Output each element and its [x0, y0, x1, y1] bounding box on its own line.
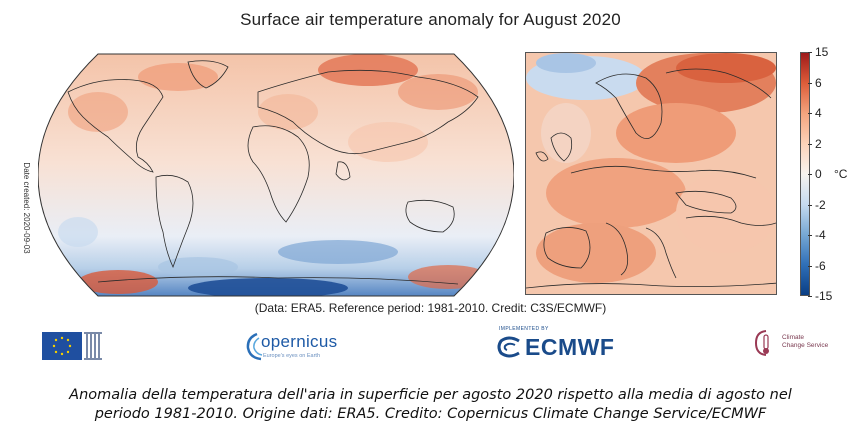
colorbar-unit-label: °C — [834, 167, 848, 181]
map-title: Surface air temperature anomaly for Augu… — [240, 10, 621, 29]
date-created-label: Date created: 2020-09-03 — [22, 162, 31, 254]
colorbar-tick-mark — [808, 52, 812, 53]
colorbar-tick-label: 15 — [815, 45, 829, 59]
colorbar-tick-label: 6 — [815, 76, 822, 90]
copernicus-arc-icon — [246, 332, 262, 361]
copernicus-wordmark: opernicus — [261, 332, 338, 351]
colorbar-tick-label: -2 — [815, 198, 826, 212]
data-credit-line: (Data: ERA5. Reference period: 1981-2010… — [254, 301, 607, 315]
colorbar-tick-mark — [808, 144, 812, 145]
caption-line-1: Anomalia della temperatura dell'aria in … — [69, 387, 792, 403]
colorbar-tick-mark — [808, 83, 812, 84]
colorbar-tick-mark — [808, 296, 812, 297]
italian-caption: Anomalia della temperatura dell'aria in … — [0, 386, 861, 424]
europe-anomaly-map — [525, 52, 777, 295]
colorbar-tick-mark — [808, 113, 812, 114]
colorbar-tick-mark — [808, 174, 812, 175]
c3s-thermometer-icon — [754, 330, 769, 356]
colorbar-tick-label: 0 — [815, 167, 822, 181]
colorbar-tick-label: -4 — [815, 228, 826, 242]
c3s-name-line1: Climate — [782, 334, 805, 341]
eu-flag-icon — [42, 332, 82, 360]
colorbar-tick-label: -15 — [815, 289, 833, 303]
colorbar-tick-mark — [808, 266, 812, 267]
colorbar-tick-label: -6 — [815, 259, 826, 273]
colorbar-tick-mark — [808, 235, 812, 236]
caption-line-2: periodo 1981-2010. Origine dati: ERA5. C… — [94, 406, 767, 422]
eu-logo — [38, 326, 108, 364]
world-anomaly-map — [38, 53, 514, 297]
ecmwf-logo: IMPLEMENTED BY ECMWF — [495, 326, 625, 364]
colorbar-tick-mark — [808, 205, 812, 206]
copernicus-tagline: Europe's eyes on Earth — [263, 353, 321, 359]
copernicus-logo: opernicus Europe's eyes on Earth — [243, 326, 353, 366]
ecmwf-implemented-by: IMPLEMENTED BY — [499, 326, 549, 332]
c3s-name-line2: Change Service — [782, 342, 829, 349]
colorbar-tick-label: 2 — [815, 137, 822, 151]
c3s-logo: Climate Change Service — [752, 326, 842, 364]
ecmwf-swirl-icon — [497, 336, 520, 358]
colorbar-tick-label: 4 — [815, 106, 822, 120]
ecmwf-wordmark: ECMWF — [525, 334, 615, 360]
